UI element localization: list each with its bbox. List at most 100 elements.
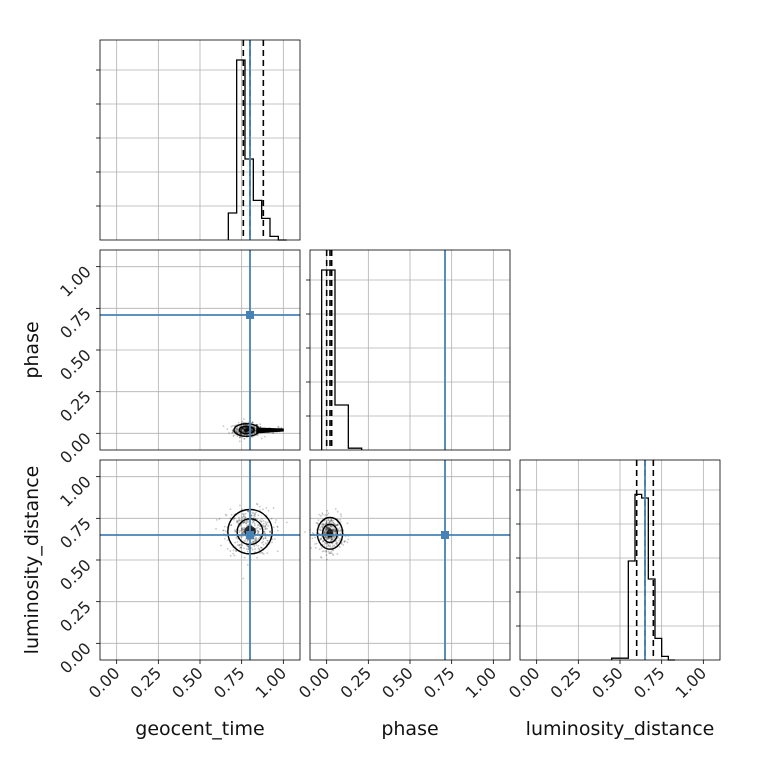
sample-point xyxy=(266,521,269,524)
y-tick-label: 0.25 xyxy=(56,387,95,426)
sample-point xyxy=(245,520,248,523)
sample-point xyxy=(314,546,317,549)
sample-point xyxy=(253,522,256,525)
sample-point xyxy=(330,525,333,528)
sample-point xyxy=(334,532,337,535)
sample-point xyxy=(331,528,333,531)
sample-point xyxy=(239,433,242,436)
sample-point xyxy=(246,521,248,524)
sample-point xyxy=(238,518,241,521)
sample-point xyxy=(260,520,263,523)
sample-point xyxy=(310,546,313,549)
sample-point xyxy=(326,538,329,541)
sample-point xyxy=(333,529,336,532)
sample-point xyxy=(241,427,244,430)
sample-point xyxy=(318,528,321,531)
sample-point xyxy=(230,523,233,526)
y-tick-label: 1.00 xyxy=(56,262,95,301)
sample-point xyxy=(264,542,267,544)
sample-point xyxy=(321,512,324,515)
sample-point xyxy=(258,509,261,512)
sample-point xyxy=(240,429,243,432)
sample-point xyxy=(260,551,263,554)
sample-point xyxy=(247,421,250,424)
sample-point xyxy=(255,537,258,539)
sample-point xyxy=(339,513,342,516)
sample-point xyxy=(236,541,239,543)
sample-point xyxy=(232,430,234,433)
sample-point xyxy=(330,518,333,521)
sample-point xyxy=(243,437,245,440)
sample-point xyxy=(325,528,328,530)
sample-point xyxy=(222,425,225,428)
sample-point xyxy=(239,433,242,435)
sample-point xyxy=(322,540,325,543)
sample-point xyxy=(327,544,330,547)
sample-point xyxy=(255,527,258,530)
sample-point xyxy=(240,429,243,432)
sample-point xyxy=(236,435,239,437)
sample-point xyxy=(218,518,221,520)
sample-point xyxy=(326,528,329,531)
sample-point xyxy=(261,547,264,550)
sample-point xyxy=(271,541,273,544)
sample-point xyxy=(233,434,235,436)
sample-point xyxy=(266,539,269,542)
sample-point xyxy=(332,549,335,552)
sample-point xyxy=(257,514,260,517)
sample-point xyxy=(251,428,254,431)
sample-point xyxy=(229,554,232,557)
sample-point xyxy=(335,524,337,527)
sample-point xyxy=(244,424,247,427)
sample-point xyxy=(240,428,242,431)
sample-point xyxy=(326,526,328,529)
sample-point xyxy=(324,549,327,552)
sample-point xyxy=(257,538,260,541)
sample-point xyxy=(246,524,248,527)
sample-point xyxy=(325,550,327,553)
sample-point xyxy=(243,521,246,523)
sample-point xyxy=(241,532,244,534)
sample-point xyxy=(325,526,328,529)
sample-point xyxy=(329,545,332,548)
contour-inner xyxy=(238,425,255,435)
sample-point xyxy=(215,528,217,530)
sample-point xyxy=(239,433,242,435)
sample-point xyxy=(236,520,239,523)
sample-point xyxy=(334,532,337,535)
sample-point xyxy=(311,537,314,540)
sample-point xyxy=(327,537,330,540)
sample-point xyxy=(334,508,337,510)
sample-point xyxy=(234,530,236,533)
x-axis-label-geocent_time: geocent_time xyxy=(135,718,264,740)
sample-point xyxy=(241,428,244,431)
sample-point xyxy=(322,525,324,528)
sample-point xyxy=(327,527,330,530)
sample-point xyxy=(235,427,238,430)
sample-point xyxy=(329,540,332,542)
sample-point xyxy=(324,514,327,516)
sample-point xyxy=(328,519,331,522)
sample-point xyxy=(264,537,267,540)
sample-point xyxy=(234,430,237,433)
sample-point xyxy=(251,428,253,430)
sample-point xyxy=(337,528,340,531)
sample-point xyxy=(241,516,244,519)
sample-point xyxy=(337,523,339,526)
sample-point xyxy=(336,524,339,526)
sample-point xyxy=(215,518,218,521)
sample-point xyxy=(327,518,330,521)
x-tick-label: 0.25 xyxy=(337,663,376,702)
x-tick-label: 1.00 xyxy=(462,663,501,702)
sample-point xyxy=(239,543,242,546)
x-tick-label: 0.25 xyxy=(547,663,586,702)
sample-point xyxy=(344,540,347,543)
sample-point xyxy=(256,434,259,437)
sample-point xyxy=(257,523,260,526)
sample-point xyxy=(246,550,249,553)
sample-point xyxy=(238,544,241,546)
sample-point xyxy=(259,528,262,530)
sample-point xyxy=(253,524,256,527)
sample-point xyxy=(331,545,334,547)
